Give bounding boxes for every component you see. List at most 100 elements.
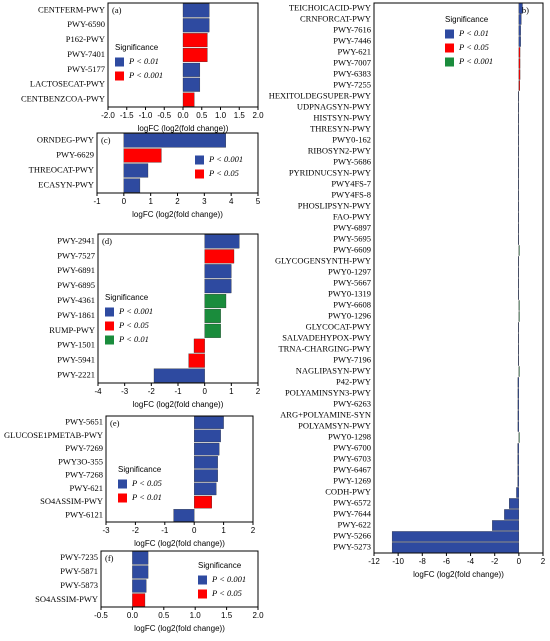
panel-label: (f) — [105, 553, 114, 563]
bar — [517, 399, 520, 410]
x-tick-label: 0.0 — [127, 611, 139, 620]
x-tick-label: -1 — [174, 387, 182, 396]
bar — [518, 278, 520, 289]
x-tick-label: 2 — [256, 387, 261, 396]
bar — [182, 33, 208, 48]
legend-swatch — [105, 321, 114, 331]
category-label: PWY-4361 — [57, 295, 95, 305]
legend-swatch — [445, 29, 454, 39]
category-label: PWY-7235 — [60, 552, 98, 562]
bar — [517, 388, 520, 399]
legend-title: Significance — [105, 293, 149, 302]
category-label: PWY-2221 — [57, 370, 95, 380]
bar — [153, 368, 205, 383]
category-label: PWY-6703 — [333, 453, 371, 463]
x-tick-label: -1.0 — [139, 111, 153, 120]
bar — [194, 429, 221, 443]
bar — [194, 456, 218, 469]
category-label: NAGLIPASYN-PWY — [296, 365, 371, 375]
category-label: ORNDEG-PWY — [37, 134, 94, 144]
category-label: PWY-5695 — [333, 233, 371, 243]
bar — [518, 3, 523, 14]
bar — [123, 178, 141, 193]
category-label: THRESYN-PWY — [310, 123, 371, 133]
x-tick-label: -0.5 — [157, 111, 171, 120]
bar — [518, 432, 520, 443]
x-tick-label: 2.0 — [252, 611, 264, 620]
x-tick-label: 2 — [541, 557, 546, 566]
category-label: GLYCOGENSYNTH-PWY — [275, 255, 371, 265]
legend-label: P < 0.05 — [458, 42, 489, 52]
category-label: PWY-6467 — [333, 464, 371, 474]
bar — [182, 3, 210, 18]
legend-label: P < 0.05 — [208, 168, 239, 178]
bar — [517, 454, 520, 465]
x-tick-label: -10 — [392, 557, 404, 566]
category-label: PWY4FS-7 — [331, 178, 371, 188]
legend-swatch — [195, 155, 204, 165]
category-label: PWY-6383 — [333, 68, 371, 78]
x-tick-label: 1 — [229, 387, 234, 396]
x-tick-label: -6 — [443, 557, 451, 566]
bar — [517, 465, 520, 476]
category-label: PWY-6891 — [57, 265, 95, 275]
category-label: PWY0-1297 — [328, 266, 371, 276]
x-tick-label: 1 — [221, 526, 226, 535]
x-tick-label: 0.5 — [158, 611, 170, 620]
category-label: PWY-6121 — [65, 509, 103, 519]
bar — [204, 249, 235, 264]
legend-swatch — [195, 169, 204, 179]
legend-swatch — [118, 493, 127, 503]
legend-label: P < 0.001 — [458, 56, 493, 66]
category-label: PWY-5266 — [333, 530, 371, 540]
category-label: PWY-6895 — [57, 280, 95, 290]
category-label: PWY-7269 — [65, 443, 103, 453]
category-label: PWY-6700 — [333, 442, 371, 452]
bar — [492, 520, 520, 531]
bar — [132, 593, 146, 607]
bar — [504, 509, 520, 520]
bar — [518, 223, 520, 234]
category-label: HISTSYN-PWY — [313, 112, 371, 122]
x-tick-label: 0.0 — [177, 111, 189, 120]
category-label: TEICHOICACID-PWY — [289, 2, 371, 12]
bar — [518, 69, 521, 80]
category-label: SO4ASSIM-PWY — [35, 594, 98, 604]
x-tick-label: 0 — [202, 387, 207, 396]
x-tick-label: -8 — [419, 557, 427, 566]
category-label: SO4ASSIM-PWY — [40, 496, 103, 506]
bar — [518, 234, 520, 245]
x-tick-label: 0 — [517, 557, 522, 566]
bar — [518, 289, 520, 300]
bar — [518, 355, 520, 366]
category-label: PWY0-1298 — [328, 431, 371, 441]
category-label: PWY-6897 — [333, 222, 371, 232]
category-label: PHOSLIPSYN-PWY — [298, 200, 371, 210]
category-label: POLYAMSYN-PWY — [298, 420, 371, 430]
category-label: LACTOSECAT-PWY — [30, 79, 105, 89]
category-label: PWY-7401 — [67, 49, 105, 59]
x-tick-label: 1.5 — [234, 111, 246, 120]
category-label: PWY-621 — [337, 46, 371, 56]
category-label: PWY-6572 — [333, 497, 371, 507]
bar — [518, 91, 520, 102]
category-label: PWY-6608 — [333, 299, 371, 309]
bar — [518, 58, 521, 69]
x-tick-label: -1 — [161, 526, 169, 535]
bar — [182, 18, 210, 33]
bar — [518, 256, 520, 267]
legend-label: P < 0.001 — [128, 70, 163, 80]
bar — [182, 92, 195, 107]
x-tick-label: -3 — [102, 526, 110, 535]
x-tick-label: -4 — [467, 557, 475, 566]
legend-label: P < 0.05 — [118, 320, 149, 330]
category-label: GLUCOSE1PMETAB-PWY — [4, 430, 103, 440]
category-label: PWY-7527 — [57, 250, 95, 260]
bar — [518, 212, 520, 223]
panel-label: (c) — [101, 135, 111, 145]
legend-swatch — [445, 43, 454, 53]
legend-swatch — [105, 335, 114, 345]
category-label: PYRIDNUCSYN-PWY — [289, 167, 371, 177]
x-axis-label: logFC (log2(fold change)) — [413, 570, 504, 579]
x-axis-label: logFC (log2(fold change)) — [133, 400, 224, 409]
